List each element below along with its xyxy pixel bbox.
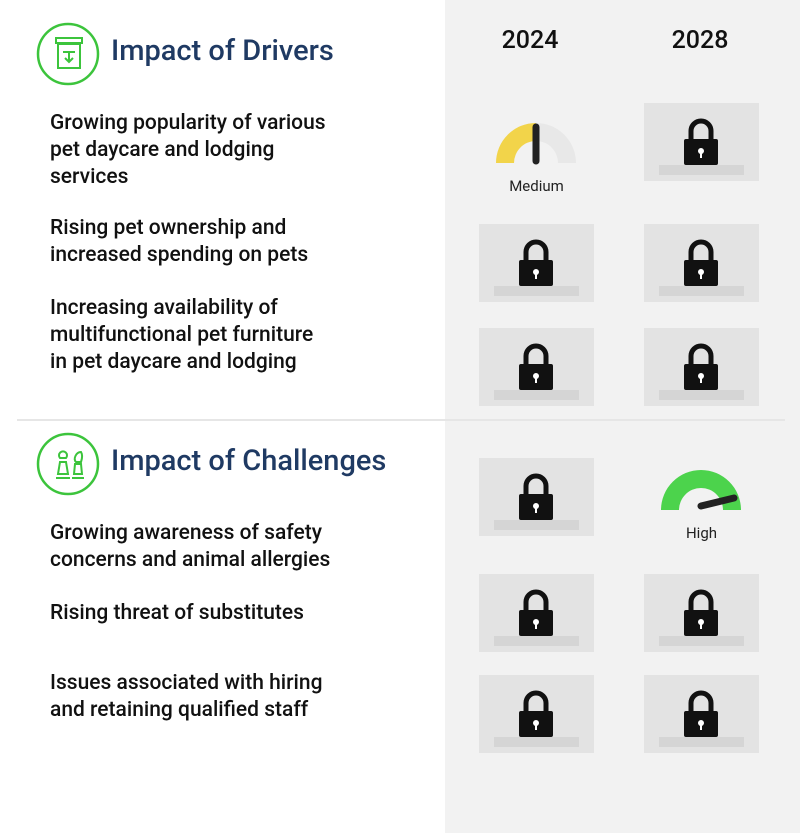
label-line: Issues associated with hiring [50, 671, 323, 695]
gauge-cell: High [644, 458, 759, 542]
item-label: Increasing availability of multifunctiona… [50, 295, 313, 376]
section-icon [36, 432, 100, 500]
gauge-label: High [685, 524, 718, 542]
locked-cell [479, 328, 594, 406]
label-line: in pet daycare and lodging [50, 350, 297, 374]
item-label: Growing popularity of various pet daycare… [50, 110, 326, 191]
label-line: increased spending on pets [50, 243, 309, 267]
locked-cell [479, 224, 594, 302]
locked-cell [644, 675, 759, 753]
locked-cell [479, 458, 594, 536]
section-icon [36, 22, 100, 90]
label-line: Increasing availability of [50, 296, 278, 320]
label-line: and retaining qualified staff [50, 698, 309, 722]
label-line: Rising pet ownership and [50, 216, 287, 240]
gauge-label: Medium [509, 177, 564, 195]
label-line: pet daycare and lodging [50, 138, 275, 162]
locked-cell [644, 574, 759, 652]
label-line: services [50, 165, 129, 189]
locked-cell [644, 328, 759, 406]
label-line: Growing awareness of safety [50, 521, 322, 545]
locked-cell [644, 103, 759, 181]
divider [17, 419, 785, 421]
locked-cell [479, 675, 594, 753]
label-line: multifunctional pet furniture [50, 323, 314, 347]
item-label: Growing awareness of safety concerns and … [50, 520, 330, 574]
locked-cell [479, 574, 594, 652]
item-label: Issues associated with hiring and retaini… [50, 670, 323, 724]
item-label: Rising threat of substitutes [50, 600, 304, 627]
column-header: 2024 [501, 26, 559, 55]
label-line: Growing popularity of various [50, 111, 326, 135]
column-header: 2028 [671, 26, 729, 55]
label-line: concerns and animal allergies [50, 548, 331, 572]
section-title: Impact of Challenges [111, 444, 387, 478]
gauge-cell: Medium [479, 111, 594, 195]
item-label: Rising pet ownership and increased spendi… [50, 215, 308, 269]
locked-cell [644, 224, 759, 302]
section-title: Impact of Drivers [111, 34, 334, 68]
label-line: Rising threat of substitutes [50, 601, 304, 625]
